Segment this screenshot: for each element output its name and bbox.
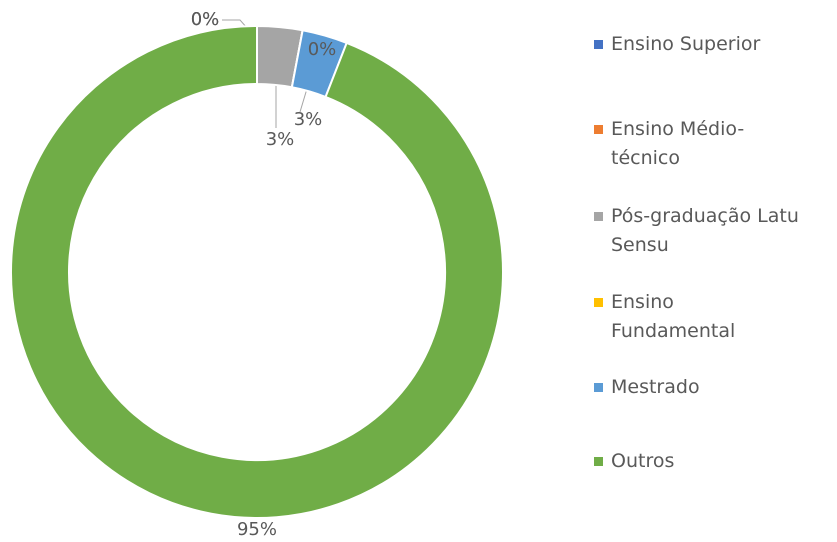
legend-swatch xyxy=(594,40,603,49)
legend-swatch xyxy=(594,212,603,221)
data-label: 0% xyxy=(191,9,220,30)
legend-item: Ensino Superior xyxy=(594,30,837,59)
data-label: 3% xyxy=(294,109,323,130)
legend-label: Mestrado xyxy=(611,376,700,398)
legend-item: Ensino Médio-técnico xyxy=(594,115,837,173)
data-label: 0% xyxy=(191,9,220,30)
legend-item: Ensino Fundamental xyxy=(594,288,837,346)
legend-label: Ensino Médio-técnico xyxy=(611,118,745,169)
data-label: 3% xyxy=(266,129,295,150)
legend-item: Mestrado xyxy=(594,373,837,402)
data-label: 0% xyxy=(308,39,337,60)
legend-swatch xyxy=(594,457,603,466)
legend-label: Outros xyxy=(611,450,675,472)
legend-label: Ensino Fundamental xyxy=(611,291,736,342)
donut-slice xyxy=(10,24,504,519)
data-label: 95% xyxy=(237,519,277,540)
legend-swatch xyxy=(594,125,603,134)
legend-swatch xyxy=(594,298,603,307)
legend-swatch xyxy=(594,383,603,392)
legend-item: Pós-graduação Latu Sensu xyxy=(594,202,837,260)
legend-label: Ensino Superior xyxy=(611,33,761,55)
legend-item: Outros xyxy=(594,447,837,476)
chart: 0%0%3%0%3%95% xyxy=(10,9,504,540)
legend-label: Pós-graduação Latu Sensu xyxy=(611,205,799,256)
